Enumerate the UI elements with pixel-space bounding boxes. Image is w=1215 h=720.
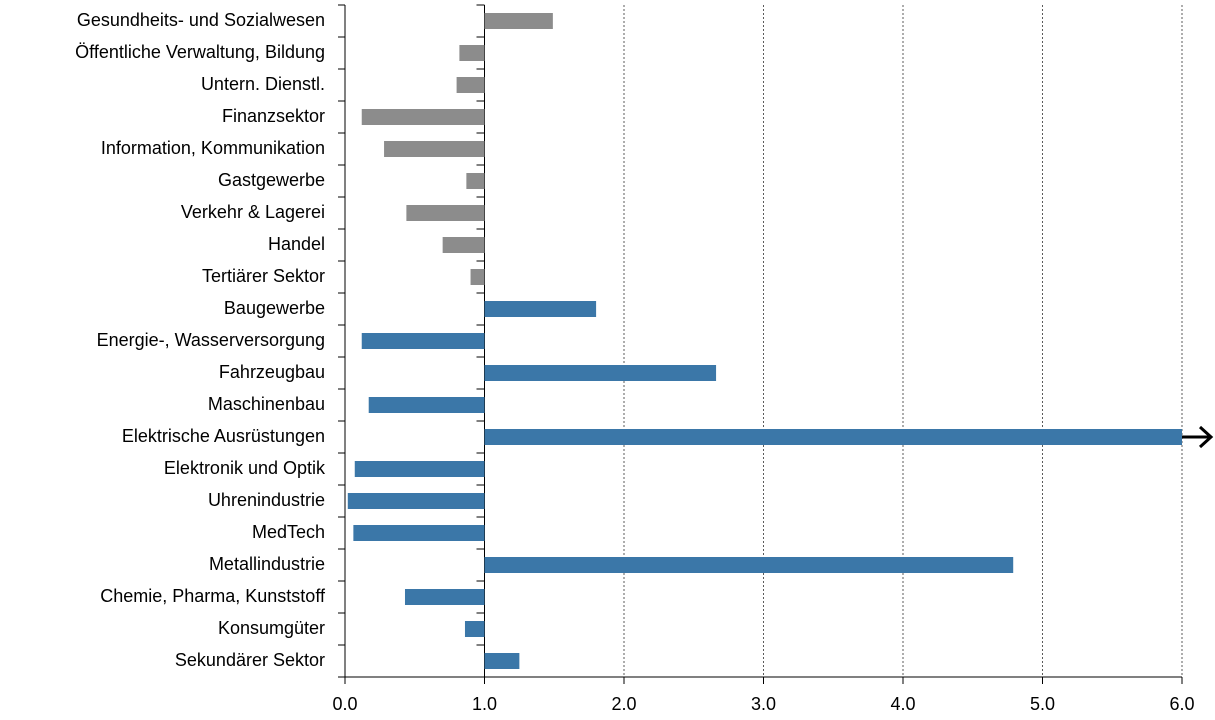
bar [484, 557, 1014, 573]
y-tick-label: Tertiärer Sektor [202, 266, 325, 286]
bar [459, 45, 485, 61]
y-tick-label: Handel [268, 234, 325, 254]
bar [406, 205, 485, 221]
x-tick-label: 4.0 [890, 694, 915, 714]
bar [464, 621, 485, 637]
x-tick-label: 0.0 [332, 694, 357, 714]
x-tick-label: 3.0 [751, 694, 776, 714]
overflow-arrow [1182, 425, 1214, 449]
y-tick-label: Energie-, Wasserversorgung [97, 330, 325, 350]
bar [484, 429, 1182, 445]
bar [484, 653, 520, 669]
bar [354, 461, 485, 477]
y-tick-label: Uhrenindustrie [208, 490, 325, 510]
bar [404, 589, 485, 605]
x-tick-label: 2.0 [611, 694, 636, 714]
bar [470, 269, 485, 285]
bar [384, 141, 485, 157]
y-tick-label: Elektrische Ausrüstungen [122, 426, 325, 446]
bar [353, 525, 485, 541]
y-tick-label: Elektronik und Optik [164, 458, 326, 478]
y-tick-label: Untern. Dienstl. [201, 74, 325, 94]
bar [442, 237, 485, 253]
y-tick-label: Maschinenbau [208, 394, 325, 414]
bar [361, 109, 485, 125]
bar [484, 365, 717, 381]
bar [484, 301, 597, 317]
y-tick-label: Gastgewerbe [218, 170, 325, 190]
x-tick-label: 5.0 [1030, 694, 1055, 714]
x-tick-label: 1.0 [472, 694, 497, 714]
bar [368, 397, 485, 413]
y-tick-label: Öffentliche Verwaltung, Bildung [75, 42, 325, 62]
bar [484, 13, 553, 29]
y-tick-label: Chemie, Pharma, Kunststoff [100, 586, 326, 606]
y-tick-label: Sekundärer Sektor [175, 650, 325, 670]
bar [361, 333, 485, 349]
x-tick-label: 6.0 [1169, 694, 1194, 714]
bar [456, 77, 485, 93]
y-tick-label: Fahrzeugbau [219, 362, 325, 382]
y-tick-label: Metallindustrie [209, 554, 325, 574]
y-tick-label: Information, Kommunikation [101, 138, 325, 158]
y-tick-label: Konsumgüter [218, 618, 325, 638]
bar [347, 493, 485, 509]
y-tick-label: Baugewerbe [224, 298, 325, 318]
y-tick-label: Gesundheits- und Sozialwesen [77, 10, 325, 30]
y-tick-label: MedTech [252, 522, 325, 542]
y-tick-label: Finanzsektor [222, 106, 325, 126]
bar [466, 173, 485, 189]
y-tick-label: Verkehr & Lagerei [181, 202, 325, 222]
